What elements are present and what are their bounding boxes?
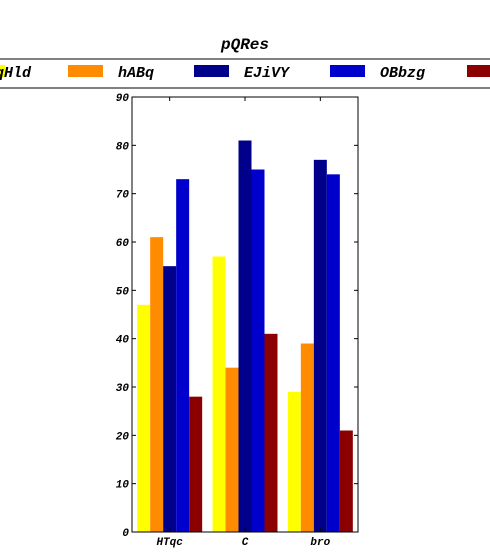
bar-qHld-C	[212, 256, 226, 532]
y-tick-label: 40	[116, 335, 130, 347]
chart-title: pQRes	[220, 36, 269, 54]
legend-swatch-3	[330, 65, 365, 77]
bar-EJiVY-C	[238, 140, 252, 532]
legend-swatch-1	[68, 65, 103, 77]
bar-hABq-bro	[300, 343, 314, 532]
legend-label-1: hABq	[118, 65, 154, 82]
legend-label-2: EJiVY	[244, 65, 291, 82]
y-tick-label: 90	[116, 93, 130, 105]
legend: qHld hABq EJiVY OBbzg	[0, 58, 490, 89]
bar-qHld-bro	[287, 391, 301, 532]
legend-swatch-0	[0, 65, 5, 77]
bar-hABq-C	[225, 367, 239, 532]
legend-swatch-4	[467, 65, 490, 77]
y-tick-label: 70	[116, 190, 130, 202]
y-tick-label: 0	[122, 528, 129, 540]
legend-swatch-2	[194, 65, 229, 77]
x-tick-label: bro	[310, 537, 330, 549]
bar-hABq-HTqc	[150, 237, 164, 532]
bar-qHld-HTqc	[137, 304, 151, 532]
bar-EJiVY-HTqc	[163, 266, 177, 532]
y-tick-label: 30	[116, 383, 130, 395]
y-tick-label: 80	[116, 141, 130, 153]
x-tick-label: HTqc	[156, 537, 183, 549]
bar-OBbzg-C	[251, 169, 265, 532]
bar-series4-HTqc	[189, 396, 203, 532]
y-tick-label: 10	[116, 480, 130, 492]
legend-label-0: qHld	[0, 65, 32, 82]
bar-OBbzg-HTqc	[176, 179, 190, 532]
bar-OBbzg-bro	[326, 174, 340, 533]
y-tick-label: 20	[116, 431, 130, 443]
x-tick-label: C	[242, 537, 249, 549]
bar-series4-C	[264, 333, 278, 532]
y-tick-label: 60	[116, 238, 130, 250]
bar-EJiVY-bro	[313, 159, 327, 533]
y-tick-label: 50	[116, 286, 130, 298]
bar-series4-bro	[339, 430, 353, 532]
legend-label-3: OBbzg	[380, 65, 425, 82]
